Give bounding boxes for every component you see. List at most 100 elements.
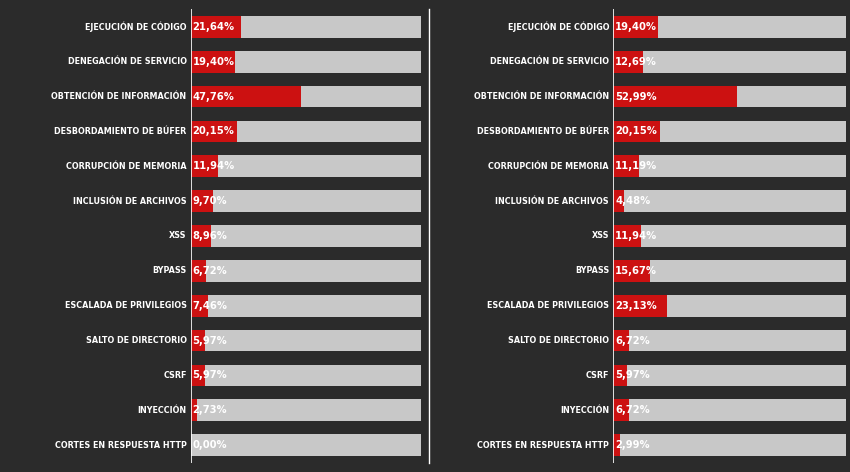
Bar	[614, 51, 846, 73]
Bar	[614, 121, 660, 142]
Bar	[614, 399, 846, 421]
Text: 5,97%: 5,97%	[193, 371, 228, 380]
Text: CORRUPCIÓN DE MEMORIA: CORRUPCIÓN DE MEMORIA	[489, 162, 609, 171]
Text: 20,15%: 20,15%	[615, 126, 657, 136]
Bar	[614, 364, 846, 386]
Text: 5,97%: 5,97%	[193, 336, 228, 346]
Bar	[190, 260, 421, 282]
Text: 5,97%: 5,97%	[615, 371, 650, 380]
Bar	[190, 260, 207, 282]
Bar	[614, 51, 643, 73]
Text: 7,46%: 7,46%	[193, 301, 228, 311]
Bar	[614, 295, 846, 317]
Text: 6,72%: 6,72%	[193, 266, 228, 276]
Text: CSRF: CSRF	[163, 371, 186, 380]
Text: ESCALADA DE PRIVILEGIOS: ESCALADA DE PRIVILEGIOS	[65, 301, 186, 310]
Bar	[190, 330, 421, 351]
Text: INCLUSIÓN DE ARCHIVOS: INCLUSIÓN DE ARCHIVOS	[73, 197, 186, 206]
Text: 20,15%: 20,15%	[193, 126, 235, 136]
Bar	[614, 86, 846, 108]
Bar	[614, 330, 629, 351]
Text: 19,40%: 19,40%	[193, 57, 235, 67]
Text: 15,67%: 15,67%	[615, 266, 657, 276]
Bar	[614, 364, 627, 386]
Bar	[614, 225, 846, 247]
Bar	[190, 51, 421, 73]
Bar	[614, 260, 649, 282]
Text: DESBORDAMIENTO DE BÚFER: DESBORDAMIENTO DE BÚFER	[477, 127, 609, 136]
Bar	[614, 399, 629, 421]
Bar	[614, 155, 639, 177]
Text: INYECCIÓN: INYECCIÓN	[138, 406, 186, 415]
Text: OBTENCIÓN DE INFORMACIÓN: OBTENCIÓN DE INFORMACIÓN	[52, 92, 186, 101]
Bar	[190, 121, 421, 142]
Bar	[190, 399, 421, 421]
Bar	[614, 190, 624, 212]
Bar	[614, 330, 846, 351]
Text: DENEGACIÓN DE SERVICIO: DENEGACIÓN DE SERVICIO	[67, 57, 186, 66]
Bar	[614, 260, 846, 282]
Bar	[190, 364, 421, 386]
Bar	[190, 51, 235, 73]
Text: BYPASS: BYPASS	[575, 266, 609, 275]
Text: SALTO DE DIRECTORIO: SALTO DE DIRECTORIO	[508, 336, 609, 345]
Bar	[614, 16, 659, 38]
Text: 23,13%: 23,13%	[615, 301, 657, 311]
Text: 6,72%: 6,72%	[615, 336, 650, 346]
Bar	[190, 295, 208, 317]
Text: 47,76%: 47,76%	[193, 92, 235, 101]
Text: 19,40%: 19,40%	[615, 22, 657, 32]
Text: XSS: XSS	[169, 231, 186, 241]
Text: SALTO DE DIRECTORIO: SALTO DE DIRECTORIO	[86, 336, 186, 345]
Text: 11,19%: 11,19%	[615, 161, 657, 171]
Text: 2,73%: 2,73%	[193, 405, 227, 415]
Bar	[614, 16, 846, 38]
Bar	[614, 434, 620, 456]
Bar	[614, 434, 846, 456]
Text: 21,64%: 21,64%	[193, 22, 235, 32]
Bar	[190, 155, 218, 177]
Text: EJECUCIÓN DE CÓDIGO: EJECUCIÓN DE CÓDIGO	[85, 22, 186, 32]
Bar	[614, 121, 846, 142]
Bar	[190, 364, 205, 386]
Bar	[190, 330, 205, 351]
Text: BYPASS: BYPASS	[152, 266, 186, 275]
Text: 4,48%: 4,48%	[615, 196, 650, 206]
Text: INCLUSIÓN DE ARCHIVOS: INCLUSIÓN DE ARCHIVOS	[496, 197, 609, 206]
Text: CORTES EN RESPUESTA HTTP: CORTES EN RESPUESTA HTTP	[477, 441, 609, 450]
Bar	[614, 295, 667, 317]
Text: DENEGACIÓN DE SERVICIO: DENEGACIÓN DE SERVICIO	[490, 57, 609, 66]
Bar	[190, 155, 421, 177]
Bar	[190, 225, 421, 247]
Text: DESBORDAMIENTO DE BÚFER: DESBORDAMIENTO DE BÚFER	[54, 127, 186, 136]
Bar	[614, 86, 736, 108]
Bar	[190, 399, 197, 421]
Text: 2,99%: 2,99%	[615, 440, 650, 450]
Text: CSRF: CSRF	[586, 371, 609, 380]
Text: ESCALADA DE PRIVILEGIOS: ESCALADA DE PRIVILEGIOS	[487, 301, 609, 310]
Text: 9,70%: 9,70%	[193, 196, 227, 206]
Text: 6,72%: 6,72%	[615, 405, 650, 415]
Text: 8,96%: 8,96%	[193, 231, 228, 241]
Bar	[190, 295, 421, 317]
Bar	[190, 190, 213, 212]
Text: 11,94%: 11,94%	[193, 161, 235, 171]
Bar	[190, 121, 237, 142]
Bar	[190, 225, 212, 247]
Text: 12,69%: 12,69%	[615, 57, 657, 67]
Text: EJECUCIÓN DE CÓDIGO: EJECUCIÓN DE CÓDIGO	[507, 22, 609, 32]
Text: XSS: XSS	[592, 231, 609, 241]
Bar	[190, 434, 421, 456]
Bar	[190, 16, 241, 38]
Text: OBTENCIÓN DE INFORMACIÓN: OBTENCIÓN DE INFORMACIÓN	[474, 92, 609, 101]
Text: 52,99%: 52,99%	[615, 92, 657, 101]
Bar	[614, 225, 641, 247]
Bar	[614, 155, 846, 177]
Bar	[190, 86, 421, 108]
Text: 11,94%: 11,94%	[615, 231, 657, 241]
Text: INYECCIÓN: INYECCIÓN	[560, 406, 609, 415]
Text: 0,00%: 0,00%	[193, 440, 227, 450]
Bar	[614, 190, 846, 212]
Bar	[190, 16, 421, 38]
Bar	[190, 86, 301, 108]
